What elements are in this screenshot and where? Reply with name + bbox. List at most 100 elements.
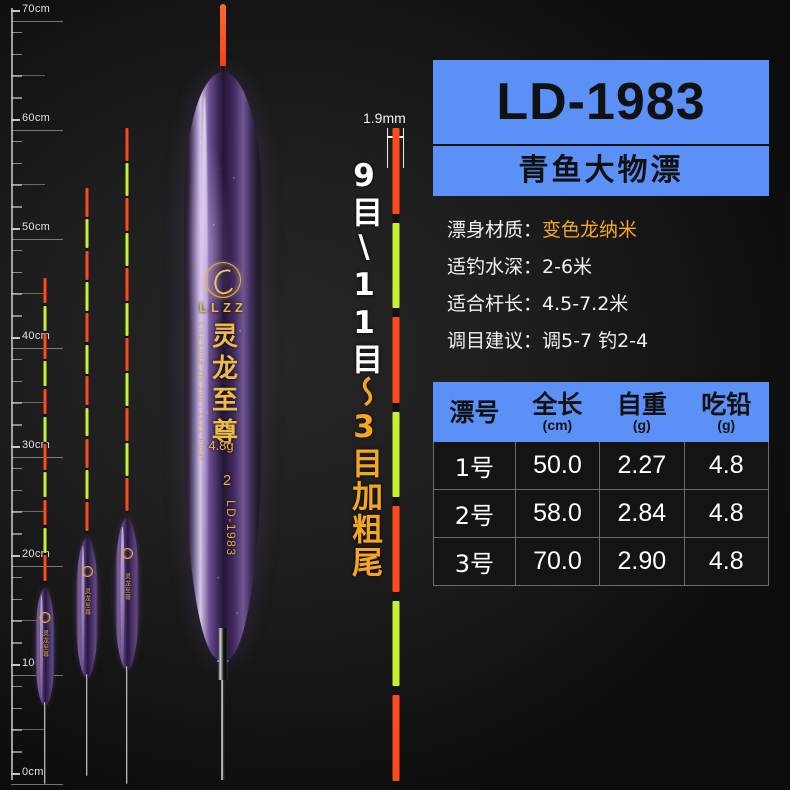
table-header-main: 自重 — [616, 390, 667, 419]
table-header-main: 漂号 — [449, 397, 500, 427]
small-float-antenna — [125, 128, 129, 513]
main-float-illustration: LLZZ Ling Long Zhi Zun / LLZZ Float 灵龙至尊… — [178, 0, 268, 790]
table-cell: 58.0 — [514, 489, 601, 538]
small-float-stem — [86, 674, 88, 776]
ruler-label: 60cm — [22, 112, 51, 124]
table-cell: 70.0 — [514, 537, 601, 586]
brand-logo-icon — [205, 262, 241, 298]
ruler-label: 20cm — [22, 548, 51, 560]
small-float-body: 灵龙至尊 — [114, 518, 140, 670]
spec-value: 2-6米 — [542, 256, 593, 278]
spec-label: 漂身材质： — [447, 219, 543, 241]
ruler-label: 40cm — [22, 330, 51, 342]
small-float-logo-icon — [121, 548, 133, 560]
body-highlight — [201, 95, 209, 637]
small-float-brand-text: 灵龙至尊 — [123, 572, 131, 601]
table-row: 2号 58.0 2.84 4.8 — [433, 489, 770, 538]
spec-value: 调5-7 钓2-4 — [542, 330, 649, 352]
caliper-left-line — [387, 128, 388, 168]
info-panel: LD-1983 青鱼大物漂 漂身材质：变色龙纳米 适钓水深：2-6米 适合杆长：4.… — [433, 60, 770, 586]
tip-diameter-label: 1.9mm — [363, 110, 406, 126]
antenna-divider — [392, 686, 400, 696]
caption-orange-text: ～3目加粗尾 — [346, 376, 382, 579]
table-cell: 2.84 — [599, 489, 685, 538]
product-subtitle: 青鱼大物漂 — [433, 146, 769, 196]
small-float-antenna — [43, 278, 47, 583]
antenna-divider — [392, 402, 400, 412]
antenna-segment — [392, 695, 400, 781]
spec-value: 4.5-7.2米 — [542, 293, 629, 315]
ruler-label: 0cm — [22, 766, 44, 778]
table-cell: 4.8 — [683, 441, 770, 490]
float-tip-red — [220, 4, 226, 66]
table-cell: 2.27 — [599, 441, 685, 490]
float-stem-lower — [221, 680, 225, 780]
small-float-brand-text: 灵龙至尊 — [83, 588, 91, 617]
antenna-segment — [392, 128, 400, 214]
table-header-main: 吃铅 — [701, 390, 752, 419]
small-float-antenna — [85, 188, 89, 533]
antenna-segment — [392, 600, 400, 687]
table-cell: 1号 — [433, 441, 516, 490]
spec-label: 适钓水深： — [447, 256, 543, 278]
table-header-unit: (g) — [632, 417, 651, 433]
table-cell: 50.0 — [514, 441, 601, 490]
spec-row: 适钓水深：2-6米 — [447, 249, 769, 286]
table-row: 3号 70.0 2.90 4.8 — [433, 537, 770, 586]
spec-list: 漂身材质：变色龙纳米 适钓水深：2-6米 适合杆长：4.5-7.2米 调目建议：调5-… — [433, 196, 769, 368]
table-row: 1号 50.0 2.27 4.8 — [433, 441, 770, 490]
small-float-stem — [126, 666, 128, 784]
spec-row: 漂身材质：变色龙纳米 — [447, 212, 769, 249]
spec-row: 调目建议：调5-7 钓2-4 — [447, 323, 769, 360]
table-cell: 2号 — [433, 489, 516, 538]
ruler-label: 50cm — [22, 221, 51, 233]
small-float-brand-text: 灵龙至尊 — [41, 630, 49, 659]
table-header-main: 全长 — [532, 390, 583, 419]
antenna-segment — [392, 317, 400, 403]
float-antenna-detail — [390, 128, 402, 790]
small-float-body: 灵龙至尊 — [75, 538, 99, 678]
table-header-cell: 自重 (g) — [599, 382, 685, 442]
float-body — [184, 72, 262, 660]
body-size-number: 2 — [222, 472, 232, 489]
antenna-segment — [392, 222, 400, 309]
antenna-segment — [392, 411, 400, 498]
spec-value: 变色龙纳米 — [542, 219, 638, 241]
antenna-divider — [392, 308, 400, 318]
table-header-cell: 漂号 — [433, 382, 516, 442]
table-cell: 3号 — [433, 537, 516, 586]
body-model-code: LD-1983 — [224, 500, 238, 557]
table-cell: 4.8 — [683, 489, 770, 538]
table-header-cell: 吃铅 (g) — [683, 382, 770, 442]
spec-table: 漂号 全长 (cm) 自重 (g) 吃铅 (g) 1号 50.0 2.27 4.8 2号 58.0 2.… — [433, 382, 770, 586]
small-float-2: 灵龙至尊 — [70, 0, 104, 790]
brand-chinese-text: 灵龙至尊 — [207, 322, 238, 450]
spec-label: 适合杆长： — [447, 293, 543, 315]
table-cell: 4.8 — [683, 537, 770, 586]
ruler-label: 70cm — [22, 3, 51, 15]
small-float-body: 灵龙至尊 — [35, 588, 55, 706]
antenna-divider — [392, 591, 400, 601]
small-float-1: 灵龙至尊 — [28, 0, 62, 790]
small-float-3: 灵龙至尊 — [110, 0, 144, 790]
table-header-cell: 全长 (cm) — [514, 382, 601, 442]
antenna-caption: 9目\11目～3目加粗尾 — [340, 158, 384, 579]
small-float-stem — [44, 702, 46, 784]
table-body: 1号 50.0 2.27 4.8 2号 58.0 2.84 4.8 3号 70.0 2.90 4.8 — [433, 441, 770, 586]
float-stem-upper — [218, 628, 228, 680]
table-header-row: 漂号 全长 (cm) 自重 (g) 吃铅 (g) — [433, 382, 770, 442]
table-cell: 2.90 — [599, 537, 685, 586]
brand-latin-text: LLZZ — [199, 300, 247, 315]
table-header-unit: (g) — [717, 417, 736, 433]
spec-row: 适合杆长：4.5-7.2米 — [447, 286, 769, 323]
body-weight-text: 4.8g — [208, 438, 234, 453]
ruler-spine — [11, 8, 13, 780]
brand-pinyin-text: Ling Long Zhi Zun / LLZZ Float — [196, 322, 206, 461]
antenna-divider — [392, 497, 400, 507]
caliper-right-line — [403, 128, 404, 168]
model-title: LD-1983 — [433, 60, 769, 146]
body-glitter — [184, 72, 262, 660]
spec-label: 调目建议： — [447, 330, 543, 352]
ruler-label: 30cm — [22, 439, 51, 451]
